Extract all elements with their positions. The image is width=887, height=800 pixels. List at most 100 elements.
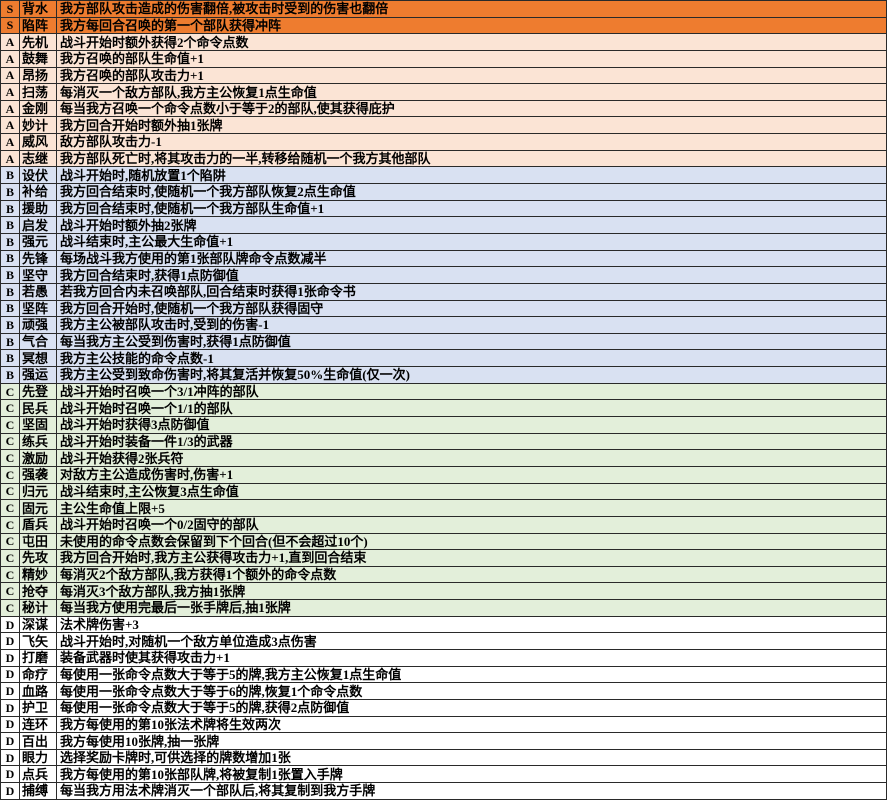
perk-description-cell: 战斗开始时召唤一个1/1的部队 <box>60 400 233 416</box>
perk-name-cell: 昂扬 <box>20 67 57 84</box>
perk-description-cell: 我方每使用的第10张部队牌,将被复制1张置入手牌 <box>60 766 343 782</box>
table-row: A 志继 我方部队死亡时,将其攻击力的一半,转移给随机一个我方其他部队 <box>1 150 886 168</box>
perk-name-cell: 连环 <box>20 716 57 733</box>
table-row: C 民兵 战斗开始时召唤一个1/1的部队 <box>1 400 886 418</box>
perk-name-cell: 激励 <box>20 450 57 466</box>
perk-name-cell: 威风 <box>20 134 57 150</box>
perk-name-cell: 固元 <box>20 500 57 516</box>
tier-cell: A <box>1 34 20 50</box>
table-row: C 先攻 我方回合开始时,我方主公获得攻击力+1,直到回合结束 <box>1 550 886 567</box>
perk-description-cell: 我方主公技能的命令点数-1 <box>60 350 214 366</box>
perk-name-cell: 陷阵 <box>20 17 57 34</box>
tier-cell: C <box>1 500 20 516</box>
perk-name-cell: 先登 <box>20 383 57 400</box>
perk-name-cell: 金刚 <box>20 100 57 117</box>
tier-cell: C <box>1 516 20 533</box>
perk-description-cell: 我方回合结束时,获得1点防御值 <box>60 267 239 283</box>
perk-description-cell: 每当我方使用完最后一张手牌后,抽1张牌 <box>60 600 291 616</box>
perk-name-cell: 捕缚 <box>20 783 57 799</box>
perk-description-cell: 每当我方用法术牌消灭一个部队后,将其复制到我方手牌 <box>60 783 376 799</box>
table-row: B 设伏 战斗开始时,随机放置1个陷阱 <box>1 167 886 185</box>
perk-description-cell: 每使用一张命令点数大于等于5的牌,获得2点防御值 <box>60 700 350 716</box>
perk-description-cell: 我方回合结束时,使随机一个我方部队恢复2点生命值 <box>60 184 356 200</box>
perk-description-cell: 敌方部队攻击力-1 <box>60 134 162 150</box>
table-row: A 妙计 我方回合开始时额外抽1张牌 <box>1 117 886 135</box>
perk-name-cell: 先锋 <box>20 250 57 267</box>
tier-cell: D <box>1 783 20 799</box>
tier-cell: B <box>1 250 20 267</box>
tier-cell: B <box>1 233 20 250</box>
tier-cell: B <box>1 184 20 200</box>
perk-name-cell: 志继 <box>20 150 57 167</box>
perk-description-cell: 每场战斗我方使用的第1张部队牌命令点数减半 <box>60 250 327 266</box>
tier-cell: B <box>1 300 20 317</box>
table-row: D 命疗 每使用一张命令点数大于等于5的牌,我方主公恢复1点生命值 <box>1 666 886 684</box>
perk-name-cell: 援助 <box>20 200 57 217</box>
tier-cell: C <box>1 383 20 400</box>
perk-description-cell: 主公生命值上限+5 <box>60 500 165 516</box>
perk-name-cell: 顽强 <box>20 317 57 333</box>
perk-name-cell: 飞矢 <box>20 633 57 649</box>
tier-cell: D <box>1 749 20 766</box>
perk-description-cell: 每消灭3个敌方部队,我方抽1张牌 <box>60 583 246 599</box>
perk-name-cell: 设伏 <box>20 167 57 184</box>
perk-name-cell: 强袭 <box>20 466 57 483</box>
perk-description-cell: 我方每使用10张牌,抽一张牌 <box>60 733 220 749</box>
perk-name-cell: 民兵 <box>20 400 57 417</box>
tier-cell: B <box>1 350 20 367</box>
perk-name-cell: 百出 <box>20 733 57 749</box>
table-row: A 金刚 每当我方召唤一个命令点数小于等于2的部队,使其获得庇护 <box>1 100 886 118</box>
tier-cell: D <box>1 716 20 733</box>
tier-cell: D <box>1 616 20 633</box>
perk-description-cell: 若我方回合内未召唤部队,回合结束时获得1张命令书 <box>60 284 356 300</box>
perk-description-cell: 我方召唤的部队生命值+1 <box>60 51 204 67</box>
table-row: D 眼力 选择奖励卡牌时,可供选择的牌数增加1张 <box>1 749 886 767</box>
perk-name-cell: 屯田 <box>20 533 57 550</box>
perk-description-cell: 每当我方主公受到伤害时,获得1点防御值 <box>60 334 291 350</box>
perk-name-cell: 强元 <box>20 233 57 250</box>
perk-name-cell: 冥想 <box>20 350 57 367</box>
tier-cell: S <box>1 17 20 34</box>
table-row: D 捕缚 每当我方用法术牌消灭一个部队后,将其复制到我方手牌 <box>1 783 886 800</box>
perk-description-cell: 我方主公受到致命伤害时,将其复活并恢复50%生命值(仅一次) <box>60 367 410 383</box>
tier-cell: B <box>1 200 20 217</box>
table-row: A 昂扬 我方召唤的部队攻击力+1 <box>1 67 886 85</box>
tier-cell: D <box>1 633 20 649</box>
perk-name-cell: 抢夺 <box>20 583 57 600</box>
tier-cell: B <box>1 167 20 184</box>
tier-cell: B <box>1 217 20 233</box>
tier-cell: D <box>1 733 20 749</box>
tier-cell: B <box>1 283 20 300</box>
tier-cell: B <box>1 317 20 333</box>
table-row: B 先锋 每场战斗我方使用的第1张部队牌命令点数减半 <box>1 250 886 268</box>
perk-name-cell: 打磨 <box>20 649 57 666</box>
perk-description-cell: 对敌方主公造成伤害时,伤害+1 <box>60 467 234 483</box>
tier-cell: C <box>1 533 20 550</box>
table-row: C 盾兵 战斗开始时召唤一个0/2固守的部队 <box>1 516 886 534</box>
table-row: B 若愚 若我方回合内未召唤部队,回合结束时获得1张命令书 <box>1 283 886 301</box>
perk-description-cell: 我方召唤的部队攻击力+1 <box>60 67 204 83</box>
table-row: A 威风 敌方部队攻击力-1 <box>1 134 886 151</box>
tier-cell: C <box>1 417 20 433</box>
tier-cell: A <box>1 150 20 167</box>
table-row: B 强元 战斗结束时,主公最大生命值+1 <box>1 233 886 251</box>
tier-cell: B <box>1 367 20 383</box>
perk-description-cell: 我方回合开始时,我方主公获得攻击力+1,直到回合结束 <box>60 550 367 566</box>
table-row: C 坚固 战斗开始时获得3点防御值 <box>1 417 886 434</box>
table-row: D 百出 我方每使用10张牌,抽一张牌 <box>1 733 886 750</box>
perk-name-cell: 坚守 <box>20 267 57 283</box>
perk-name-cell: 鼓舞 <box>20 50 57 67</box>
perk-name-cell: 妙计 <box>20 117 57 134</box>
perk-name-cell: 命疗 <box>20 666 57 683</box>
perk-description-cell: 战斗结束时,主公恢复3点生命值 <box>60 483 239 499</box>
tier-cell: C <box>1 566 20 583</box>
table-row: B 启发 战斗开始时额外抽2张牌 <box>1 217 886 234</box>
tier-cell: D <box>1 699 20 716</box>
tier-cell: A <box>1 134 20 150</box>
table-row: S 陷阵 我方每回合召唤的第一个部队获得冲阵 <box>1 17 886 35</box>
perk-name-cell: 坚固 <box>20 417 57 433</box>
perk-description-cell: 战斗开始时额外抽2张牌 <box>60 217 197 233</box>
tier-cell: B <box>1 333 20 350</box>
perk-name-cell: 背水 <box>20 1 57 17</box>
perk-description-cell: 我方部队攻击造成的伤害翻倍,被攻击时受到的伤害也翻倍 <box>60 1 389 17</box>
